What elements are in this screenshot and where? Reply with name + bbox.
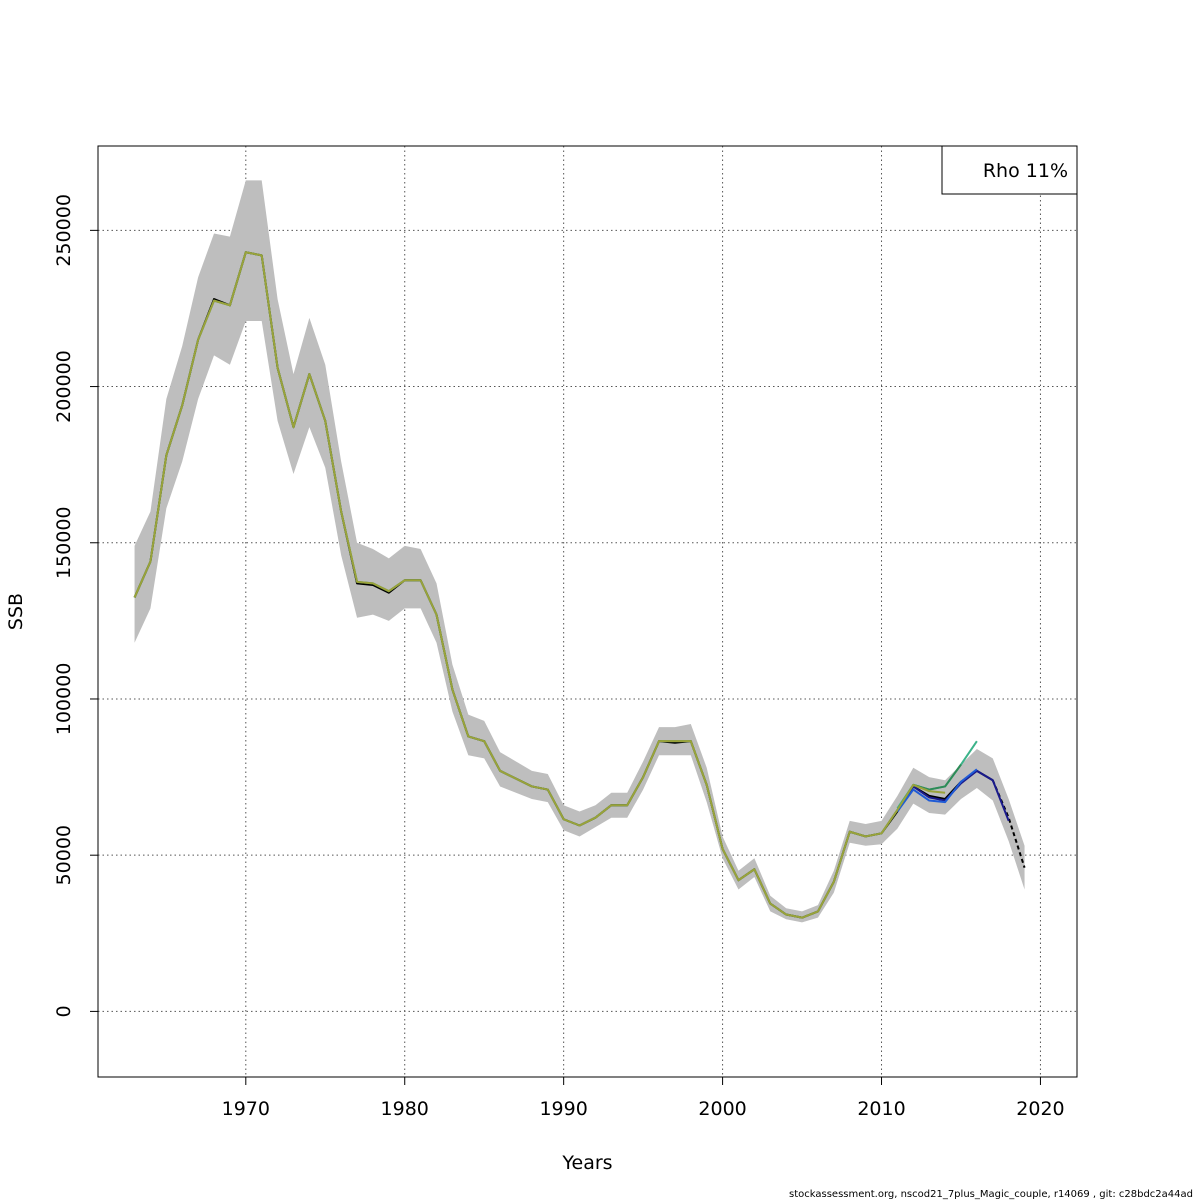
y-axis-ticks: 0 50000 100000 150000 200000 250000 [53,194,98,1017]
series-line-olive [133,251,946,919]
y-tick-label-50000: 50000 [53,825,75,885]
x-tick-label-1970: 1970 [222,1098,270,1120]
plot-frame [97,145,1078,1078]
x-axis-ticks: 1970 1980 1990 2000 2010 2020 [222,1077,1065,1120]
legend-frame [941,145,1078,195]
series-lines-layer [133,251,1026,919]
y-axis-title: SSB [5,593,27,630]
y-tick-label-250000: 250000 [53,194,75,267]
series-line-blue [896,768,978,813]
confidence-band [134,180,1025,923]
x-tick-label-1980: 1980 [381,1098,429,1120]
y-tick-label-0: 0 [53,1005,75,1017]
x-tick-label-2000: 2000 [698,1098,746,1120]
x-tick-label-1990: 1990 [539,1098,587,1120]
y-tick-label-200000: 200000 [53,350,75,423]
x-axis-title: Years [561,1152,612,1174]
confidence-band-layer [134,180,1025,923]
y-tick-label-100000: 100000 [53,663,75,736]
x-tick-label-2010: 2010 [857,1098,905,1120]
series-line-green [133,251,962,919]
x-tick-label-2020: 2020 [1016,1098,1064,1120]
y-tick-label-150000: 150000 [53,507,75,580]
footer-credit: stockassessment.org, nscod21_7plus_Magic… [789,1189,1193,1200]
legend-rho-label: Rho 11% [983,160,1068,182]
legend-box: Rho 11% [941,145,1078,195]
